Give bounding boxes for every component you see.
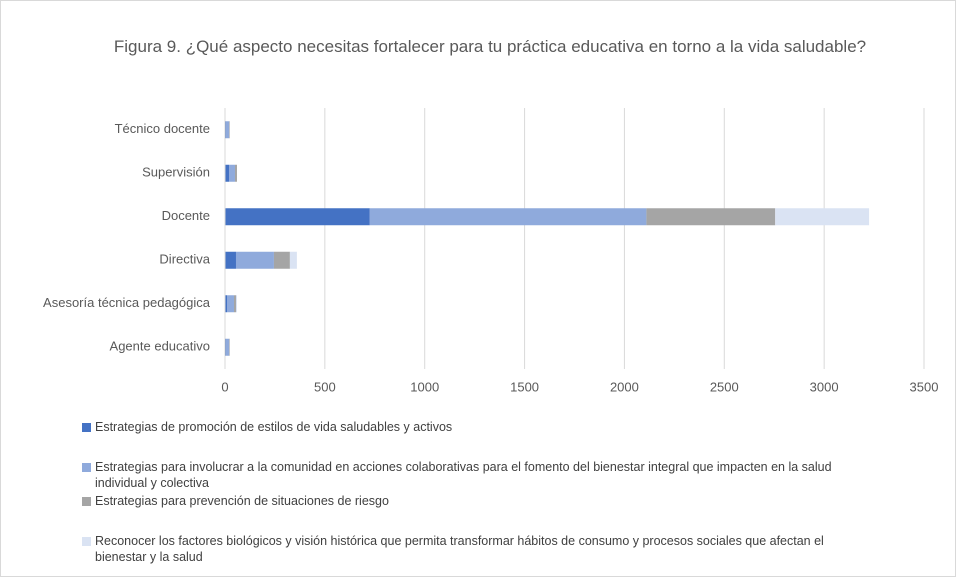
bar-segment <box>235 251 274 269</box>
bar-segment <box>225 164 229 182</box>
x-tick-label: 2500 <box>710 379 739 394</box>
legend-entry: Estrategias para involucrar a la comunid… <box>82 459 872 491</box>
legend-entry: Estrategias de promoción de estilos de v… <box>82 419 872 435</box>
legend-label: Estrategias para involucrar a la comunid… <box>95 460 832 490</box>
bar-segment <box>273 251 290 269</box>
bar-segment <box>228 121 230 139</box>
x-tick-label: 2000 <box>610 379 639 394</box>
x-tick-label: 3500 <box>910 379 939 394</box>
y-tick-label: Agente educativo <box>110 339 210 354</box>
bar-segment <box>369 208 647 226</box>
legend-swatch <box>82 423 91 432</box>
bar-segment <box>234 164 237 182</box>
legend-label: Estrategias para prevención de situacion… <box>95 494 389 508</box>
legend-swatch <box>82 537 91 546</box>
bar-segment <box>228 338 230 356</box>
x-tick-label: 3000 <box>810 379 839 394</box>
legend-label: Reconocer los factores biológicos y visi… <box>95 534 824 564</box>
bar-segment <box>225 121 229 139</box>
x-tick-label: 0 <box>221 379 228 394</box>
bar-segment <box>226 295 234 313</box>
bar-segment <box>228 164 235 182</box>
legend-swatch <box>82 497 91 506</box>
y-tick-label: Supervisión <box>142 165 210 180</box>
y-tick-label: Directiva <box>159 252 210 267</box>
bar-segment <box>775 208 870 226</box>
bar-segment <box>225 295 227 313</box>
legend-entry: Estrategias para prevención de situacion… <box>82 493 872 509</box>
chart-title: Figura 9. ¿Qué aspecto necesitas fortale… <box>113 37 867 56</box>
bar-segment <box>225 338 229 356</box>
x-tick-label: 500 <box>314 379 336 394</box>
x-tick-label: 1000 <box>410 379 439 394</box>
bar-segment <box>233 295 236 313</box>
legend-label: Estrategias de promoción de estilos de v… <box>95 420 453 434</box>
y-tick-label: Técnico docente <box>115 121 210 136</box>
bar-segment <box>646 208 776 226</box>
bar-segment <box>235 295 237 313</box>
bar-segment <box>289 251 297 269</box>
bar-segment <box>225 251 236 269</box>
y-tick-label: Asesoría técnica pedagógica <box>43 295 211 310</box>
bar-segment <box>225 208 370 226</box>
y-tick-label: Docente <box>162 208 210 223</box>
legend-entry: Reconocer los factores biológicos y visi… <box>82 533 872 565</box>
legend-swatch <box>82 463 91 472</box>
x-tick-label: 1500 <box>510 379 539 394</box>
